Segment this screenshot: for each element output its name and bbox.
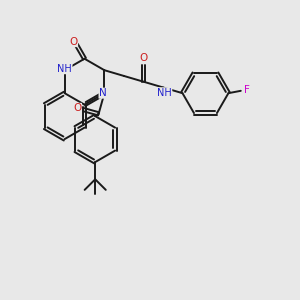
Text: F: F [244, 85, 250, 95]
Text: O: O [69, 37, 78, 46]
Text: NH: NH [157, 88, 172, 98]
Text: O: O [73, 103, 82, 113]
Text: O: O [139, 53, 148, 63]
Text: N: N [99, 88, 107, 98]
Text: NH: NH [57, 64, 72, 74]
